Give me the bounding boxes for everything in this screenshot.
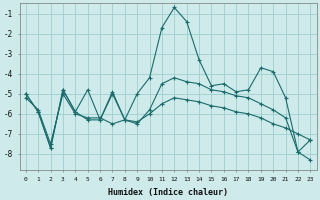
X-axis label: Humidex (Indice chaleur): Humidex (Indice chaleur)	[108, 188, 228, 197]
